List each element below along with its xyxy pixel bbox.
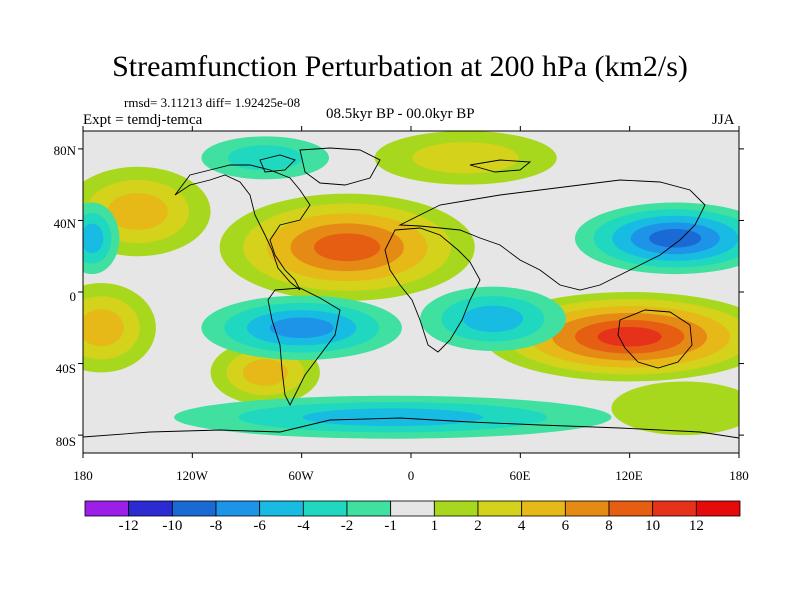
axis-ticks <box>78 126 744 458</box>
contour-band <box>649 229 702 248</box>
colorbar-swatch <box>608 500 654 517</box>
contour-band <box>412 142 519 174</box>
colorbar-label: 1 <box>430 518 439 534</box>
colorbar-label: -2 <box>340 518 354 534</box>
colorbar-label: -10 <box>162 518 183 534</box>
colorbar-label: 8 <box>605 518 613 534</box>
lat-tick-label: 40N <box>53 216 76 231</box>
colorbar-swatch <box>84 500 130 517</box>
lat-tick-label: 0 <box>69 289 77 304</box>
colorbar-label: -6 <box>253 518 266 534</box>
contour-band <box>83 309 124 347</box>
colorbar-swatch <box>695 500 741 517</box>
lat-tick-label: 80N <box>53 143 76 158</box>
lat-tick-label: 40S <box>55 361 76 376</box>
contour-band <box>107 193 168 230</box>
colorbar-swatch <box>302 500 348 517</box>
colorbar-label: 6 <box>561 518 570 534</box>
colorbar-swatch <box>171 500 217 517</box>
contour-band <box>462 305 524 333</box>
lon-tick-label: 120W <box>176 468 208 483</box>
colorbar-label: 2 <box>474 518 482 534</box>
colorbar-swatch <box>346 500 392 517</box>
contour-band <box>611 381 739 436</box>
colorbar-swatch <box>477 500 523 517</box>
colorbar-swatch <box>433 500 479 517</box>
colorbar <box>84 500 741 517</box>
colorbar-label: 12 <box>688 518 704 534</box>
colorbar-label: 10 <box>645 518 661 534</box>
lon-tick-label: 180 <box>729 468 749 483</box>
colorbar-label: -1 <box>384 518 397 534</box>
lon-tick-label: 180 <box>73 468 93 483</box>
lat-tick-label: 80S <box>55 434 76 449</box>
contour-band <box>314 233 381 262</box>
contour-band <box>302 408 483 427</box>
colorbar-swatch <box>215 500 261 517</box>
season-label: JJA <box>712 112 735 128</box>
contour-band <box>228 145 303 171</box>
lon-tick-label: 60E <box>509 468 531 483</box>
colorbar-label: 4 <box>517 518 526 534</box>
map-plot-area <box>83 131 739 453</box>
lon-tick-label: 60W <box>288 468 314 483</box>
colorbar-swatch <box>652 500 697 517</box>
contour-band <box>242 359 288 386</box>
map-title: Streamfunction Perturbation at 200 hPa (… <box>112 50 688 83</box>
lon-tick-label: 0 <box>407 468 415 483</box>
colorbar-label: -4 <box>297 518 310 534</box>
contour-band <box>269 317 334 339</box>
colorbar-swatch <box>564 500 610 517</box>
colorbar-label: -12 <box>118 518 139 534</box>
colorbar-swatch <box>259 500 304 517</box>
colorbar-label: -8 <box>209 518 223 534</box>
colorbar-swatch <box>521 500 566 517</box>
lon-tick-label: 120E <box>615 468 643 483</box>
contour-band <box>83 223 104 254</box>
period-label: 08.5kyr BP - 00.0kyr BP <box>326 106 475 122</box>
coastlines <box>83 147 739 439</box>
stats-label: rmsd= 3.11213 diff= 1.92425e-08 <box>124 95 301 110</box>
colorbar-swatch <box>128 500 173 517</box>
colorbar-swatch <box>390 500 435 517</box>
contour-band <box>597 326 662 347</box>
experiment-label: Expt = temdj-temca <box>83 112 203 128</box>
